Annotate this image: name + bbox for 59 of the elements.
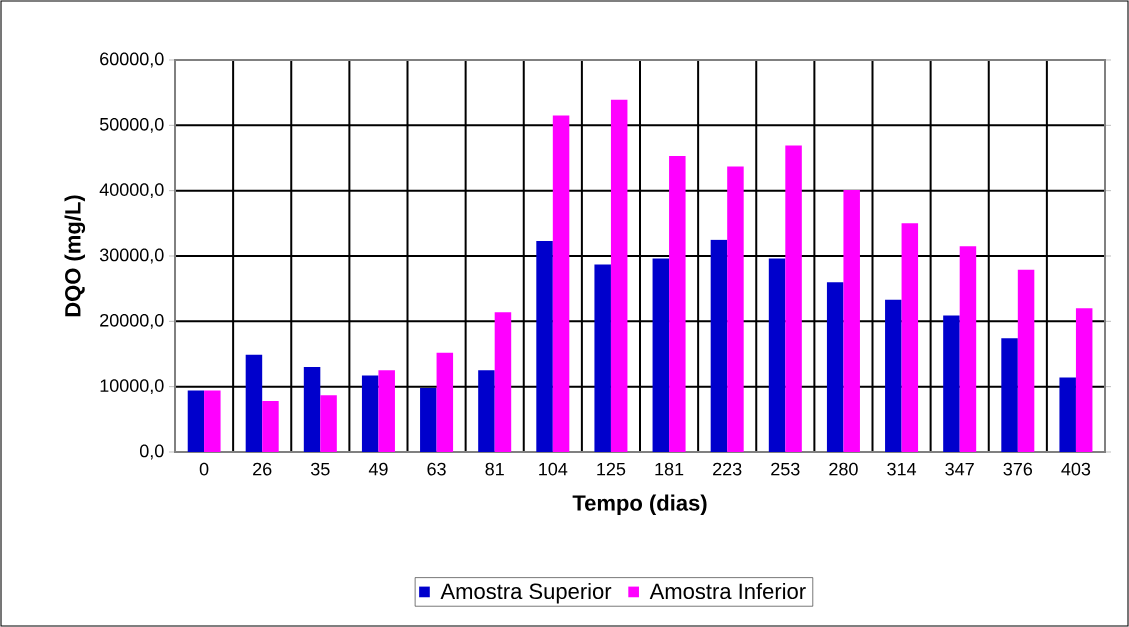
x-tick-label: 253 — [771, 462, 800, 476]
bar — [1075, 308, 1093, 452]
bar — [885, 299, 902, 452]
bar — [843, 190, 860, 452]
bar — [187, 390, 205, 452]
legend-label: Amostra Superior — [440, 582, 612, 604]
x-tick-label: 181 — [655, 462, 684, 476]
bar — [204, 390, 221, 452]
bar — [768, 258, 786, 452]
y-tick-label: 10000,0 — [100, 379, 164, 395]
bar — [436, 352, 454, 452]
legend-label: Amostra Inferior — [649, 582, 806, 600]
bar — [552, 115, 570, 452]
bar — [943, 315, 960, 452]
x-axis-title: Tempo (dias) — [572, 494, 707, 516]
x-tick-label: 125 — [597, 462, 626, 476]
bar — [262, 401, 279, 452]
x-tick-label: 223 — [713, 462, 742, 476]
x-tick-label: 49 — [368, 462, 388, 476]
x-tick-label: 403 — [1061, 462, 1091, 476]
y-tick-label: 50000,0 — [99, 117, 164, 133]
x-tick-label: 63 — [427, 462, 446, 476]
bar — [245, 354, 263, 452]
bar — [361, 375, 379, 452]
y-tick-label: 0,0 — [139, 444, 164, 460]
bar — [826, 282, 844, 452]
x-tick-label: 104 — [539, 462, 568, 476]
bar — [420, 387, 437, 452]
x-tick-label: 376 — [1003, 462, 1033, 476]
x-tick-label: 314 — [887, 462, 917, 476]
bar — [1017, 269, 1035, 452]
x-tick-label: 347 — [945, 462, 974, 476]
bar — [378, 370, 395, 452]
bar — [785, 145, 802, 452]
bar — [610, 99, 628, 452]
y-axis-title: DQO (mg/L) — [64, 195, 86, 317]
bar — [320, 395, 337, 452]
x-tick-label: 81 — [485, 462, 504, 476]
bar — [652, 258, 670, 452]
bar — [1059, 377, 1076, 452]
bar — [901, 223, 919, 452]
bar — [710, 239, 728, 452]
bar — [727, 166, 744, 452]
x-tick-label: 26 — [253, 462, 272, 476]
x-tick-label: 0 — [199, 462, 209, 476]
bar — [1001, 338, 1018, 452]
y-tick-label: 20000,0 — [100, 313, 164, 329]
x-tick-label: 280 — [829, 462, 858, 476]
y-tick-label: 30000,0 — [99, 248, 164, 264]
y-tick-label: 40000,0 — [99, 183, 164, 199]
bar — [959, 246, 977, 452]
bar — [303, 367, 321, 452]
bar — [536, 240, 553, 452]
bar — [594, 264, 611, 452]
bar — [669, 156, 686, 452]
y-tick-label: 60000,0 — [100, 52, 164, 68]
x-tick-label: 35 — [311, 462, 330, 476]
bar — [478, 370, 495, 452]
bar — [494, 312, 512, 452]
